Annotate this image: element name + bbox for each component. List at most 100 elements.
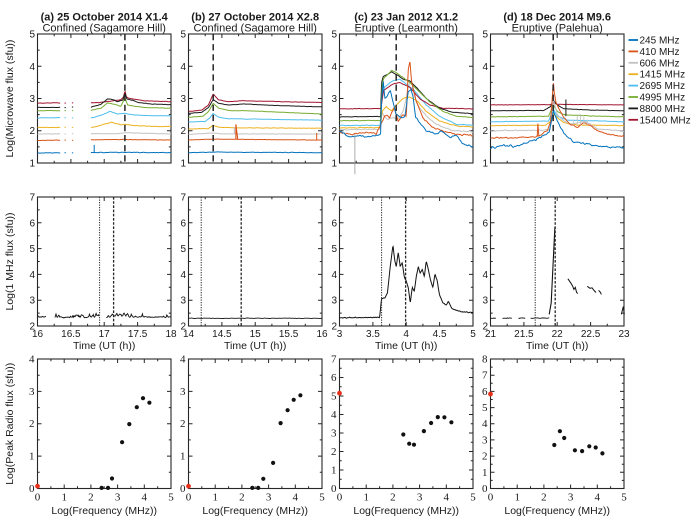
svg-text:Time (UT (h)): Time (UT (h)) xyxy=(526,340,588,352)
svg-text:1: 1 xyxy=(482,467,488,479)
svg-text:1: 1 xyxy=(514,492,520,504)
svg-text:4: 4 xyxy=(331,62,337,73)
svg-text:21.5: 21.5 xyxy=(514,329,534,340)
svg-text:2: 2 xyxy=(29,126,35,137)
svg-text:2: 2 xyxy=(482,322,488,333)
svg-text:5: 5 xyxy=(319,492,325,504)
svg-text:7: 7 xyxy=(180,193,186,204)
svg-text:Log(Frequency (MHz)): Log(Frequency (MHz)) xyxy=(353,505,459,517)
svg-text:1: 1 xyxy=(482,159,488,170)
svg-text:4: 4 xyxy=(29,354,35,366)
svg-text:1: 1 xyxy=(331,465,337,477)
svg-text:3: 3 xyxy=(331,428,337,440)
svg-text:21: 21 xyxy=(485,329,497,340)
svg-text:2: 2 xyxy=(88,492,94,504)
svg-text:4: 4 xyxy=(482,270,488,281)
svg-text:5: 5 xyxy=(168,492,174,504)
svg-text:3: 3 xyxy=(29,296,35,307)
svg-text:5: 5 xyxy=(180,244,186,255)
svg-text:4: 4 xyxy=(142,492,148,504)
svg-text:6: 6 xyxy=(331,372,337,384)
svg-text:5: 5 xyxy=(470,329,476,340)
svg-text:7: 7 xyxy=(29,193,35,204)
svg-text:0: 0 xyxy=(331,483,337,495)
svg-text:6: 6 xyxy=(482,386,488,398)
svg-text:16: 16 xyxy=(32,329,44,340)
svg-text:2: 2 xyxy=(541,492,547,504)
svg-text:5: 5 xyxy=(621,492,627,504)
svg-text:3: 3 xyxy=(482,434,488,446)
svg-text:3: 3 xyxy=(482,94,488,105)
svg-text:2: 2 xyxy=(482,451,488,463)
svg-text:Eruptive (Palehua): Eruptive (Palehua) xyxy=(512,23,603,35)
svg-text:Time (UT (h)): Time (UT (h)) xyxy=(73,340,135,352)
svg-text:3: 3 xyxy=(331,296,337,307)
svg-text:Log(1 MHz flux (sfu)): Log(1 MHz flux (sfu)) xyxy=(4,212,16,310)
svg-text:3: 3 xyxy=(29,94,35,105)
svg-text:22.5: 22.5 xyxy=(581,329,601,340)
svg-text:Log(Peak Radio flux (sfu)): Log(Peak Radio flux (sfu)) xyxy=(4,363,16,485)
svg-text:0: 0 xyxy=(488,492,494,504)
svg-text:(d) 18 Dec 2014 M9.6: (d) 18 Dec 2014 M9.6 xyxy=(503,12,611,24)
svg-text:4: 4 xyxy=(595,492,601,504)
svg-text:22: 22 xyxy=(552,329,564,340)
svg-text:Confined (Sagamore Hill): Confined (Sagamore Hill) xyxy=(42,23,166,35)
svg-text:3: 3 xyxy=(331,94,337,105)
svg-text:14: 14 xyxy=(183,329,195,340)
svg-text:14.5: 14.5 xyxy=(212,329,232,340)
svg-text:3: 3 xyxy=(266,492,272,504)
svg-text:2: 2 xyxy=(29,322,35,333)
svg-text:4: 4 xyxy=(29,270,35,281)
svg-text:(b) 27 October 2014 X2.8: (b) 27 October 2014 X2.8 xyxy=(191,12,319,24)
svg-text:17: 17 xyxy=(99,329,111,340)
svg-text:5: 5 xyxy=(29,30,35,41)
svg-text:5: 5 xyxy=(331,244,337,255)
svg-text:4: 4 xyxy=(482,62,488,73)
svg-text:16.5: 16.5 xyxy=(61,329,81,340)
svg-text:5: 5 xyxy=(29,244,35,255)
svg-text:17.5: 17.5 xyxy=(128,329,148,340)
svg-text:Log(Frequency (MHz)): Log(Frequency (MHz)) xyxy=(51,505,157,517)
svg-text:0: 0 xyxy=(337,492,343,504)
svg-text:245 MHz: 245 MHz xyxy=(640,36,680,47)
svg-text:0: 0 xyxy=(29,483,35,495)
svg-text:4: 4 xyxy=(29,62,35,73)
svg-text:2695 MHz: 2695 MHz xyxy=(640,81,686,92)
svg-text:3: 3 xyxy=(568,492,574,504)
svg-text:4: 4 xyxy=(180,270,186,281)
svg-text:2: 2 xyxy=(180,126,186,137)
svg-text:3.5: 3.5 xyxy=(366,329,380,340)
svg-text:(a) 25 October 2014 X1.4: (a) 25 October 2014 X1.4 xyxy=(41,12,169,24)
svg-text:18: 18 xyxy=(165,329,177,340)
svg-text:4: 4 xyxy=(444,492,450,504)
svg-text:Time (UT (h)): Time (UT (h)) xyxy=(224,340,286,352)
svg-text:3: 3 xyxy=(180,296,186,307)
svg-text:4: 4 xyxy=(331,409,337,421)
svg-text:2: 2 xyxy=(331,126,337,137)
svg-text:3: 3 xyxy=(29,386,35,398)
svg-text:4: 4 xyxy=(180,354,186,366)
svg-text:1415 MHz: 1415 MHz xyxy=(640,70,686,81)
svg-text:0: 0 xyxy=(35,492,41,504)
svg-text:5: 5 xyxy=(180,30,186,41)
svg-text:410 MHz: 410 MHz xyxy=(640,47,680,58)
svg-text:606 MHz: 606 MHz xyxy=(640,58,680,69)
svg-text:8800 MHz: 8800 MHz xyxy=(640,104,686,115)
svg-text:5: 5 xyxy=(470,492,476,504)
svg-text:2: 2 xyxy=(239,492,245,504)
svg-text:1: 1 xyxy=(331,159,337,170)
svg-text:23: 23 xyxy=(618,329,630,340)
svg-text:2: 2 xyxy=(180,322,186,333)
svg-text:2: 2 xyxy=(29,418,35,430)
svg-text:5: 5 xyxy=(482,30,488,41)
svg-text:3: 3 xyxy=(482,296,488,307)
svg-text:5: 5 xyxy=(482,244,488,255)
svg-text:16: 16 xyxy=(316,329,328,340)
svg-text:7: 7 xyxy=(331,354,337,366)
svg-text:1: 1 xyxy=(180,451,186,463)
svg-text:2: 2 xyxy=(331,322,337,333)
svg-text:5: 5 xyxy=(331,391,337,403)
svg-text:4: 4 xyxy=(180,62,186,73)
svg-text:4: 4 xyxy=(331,270,337,281)
svg-text:7: 7 xyxy=(482,370,488,382)
